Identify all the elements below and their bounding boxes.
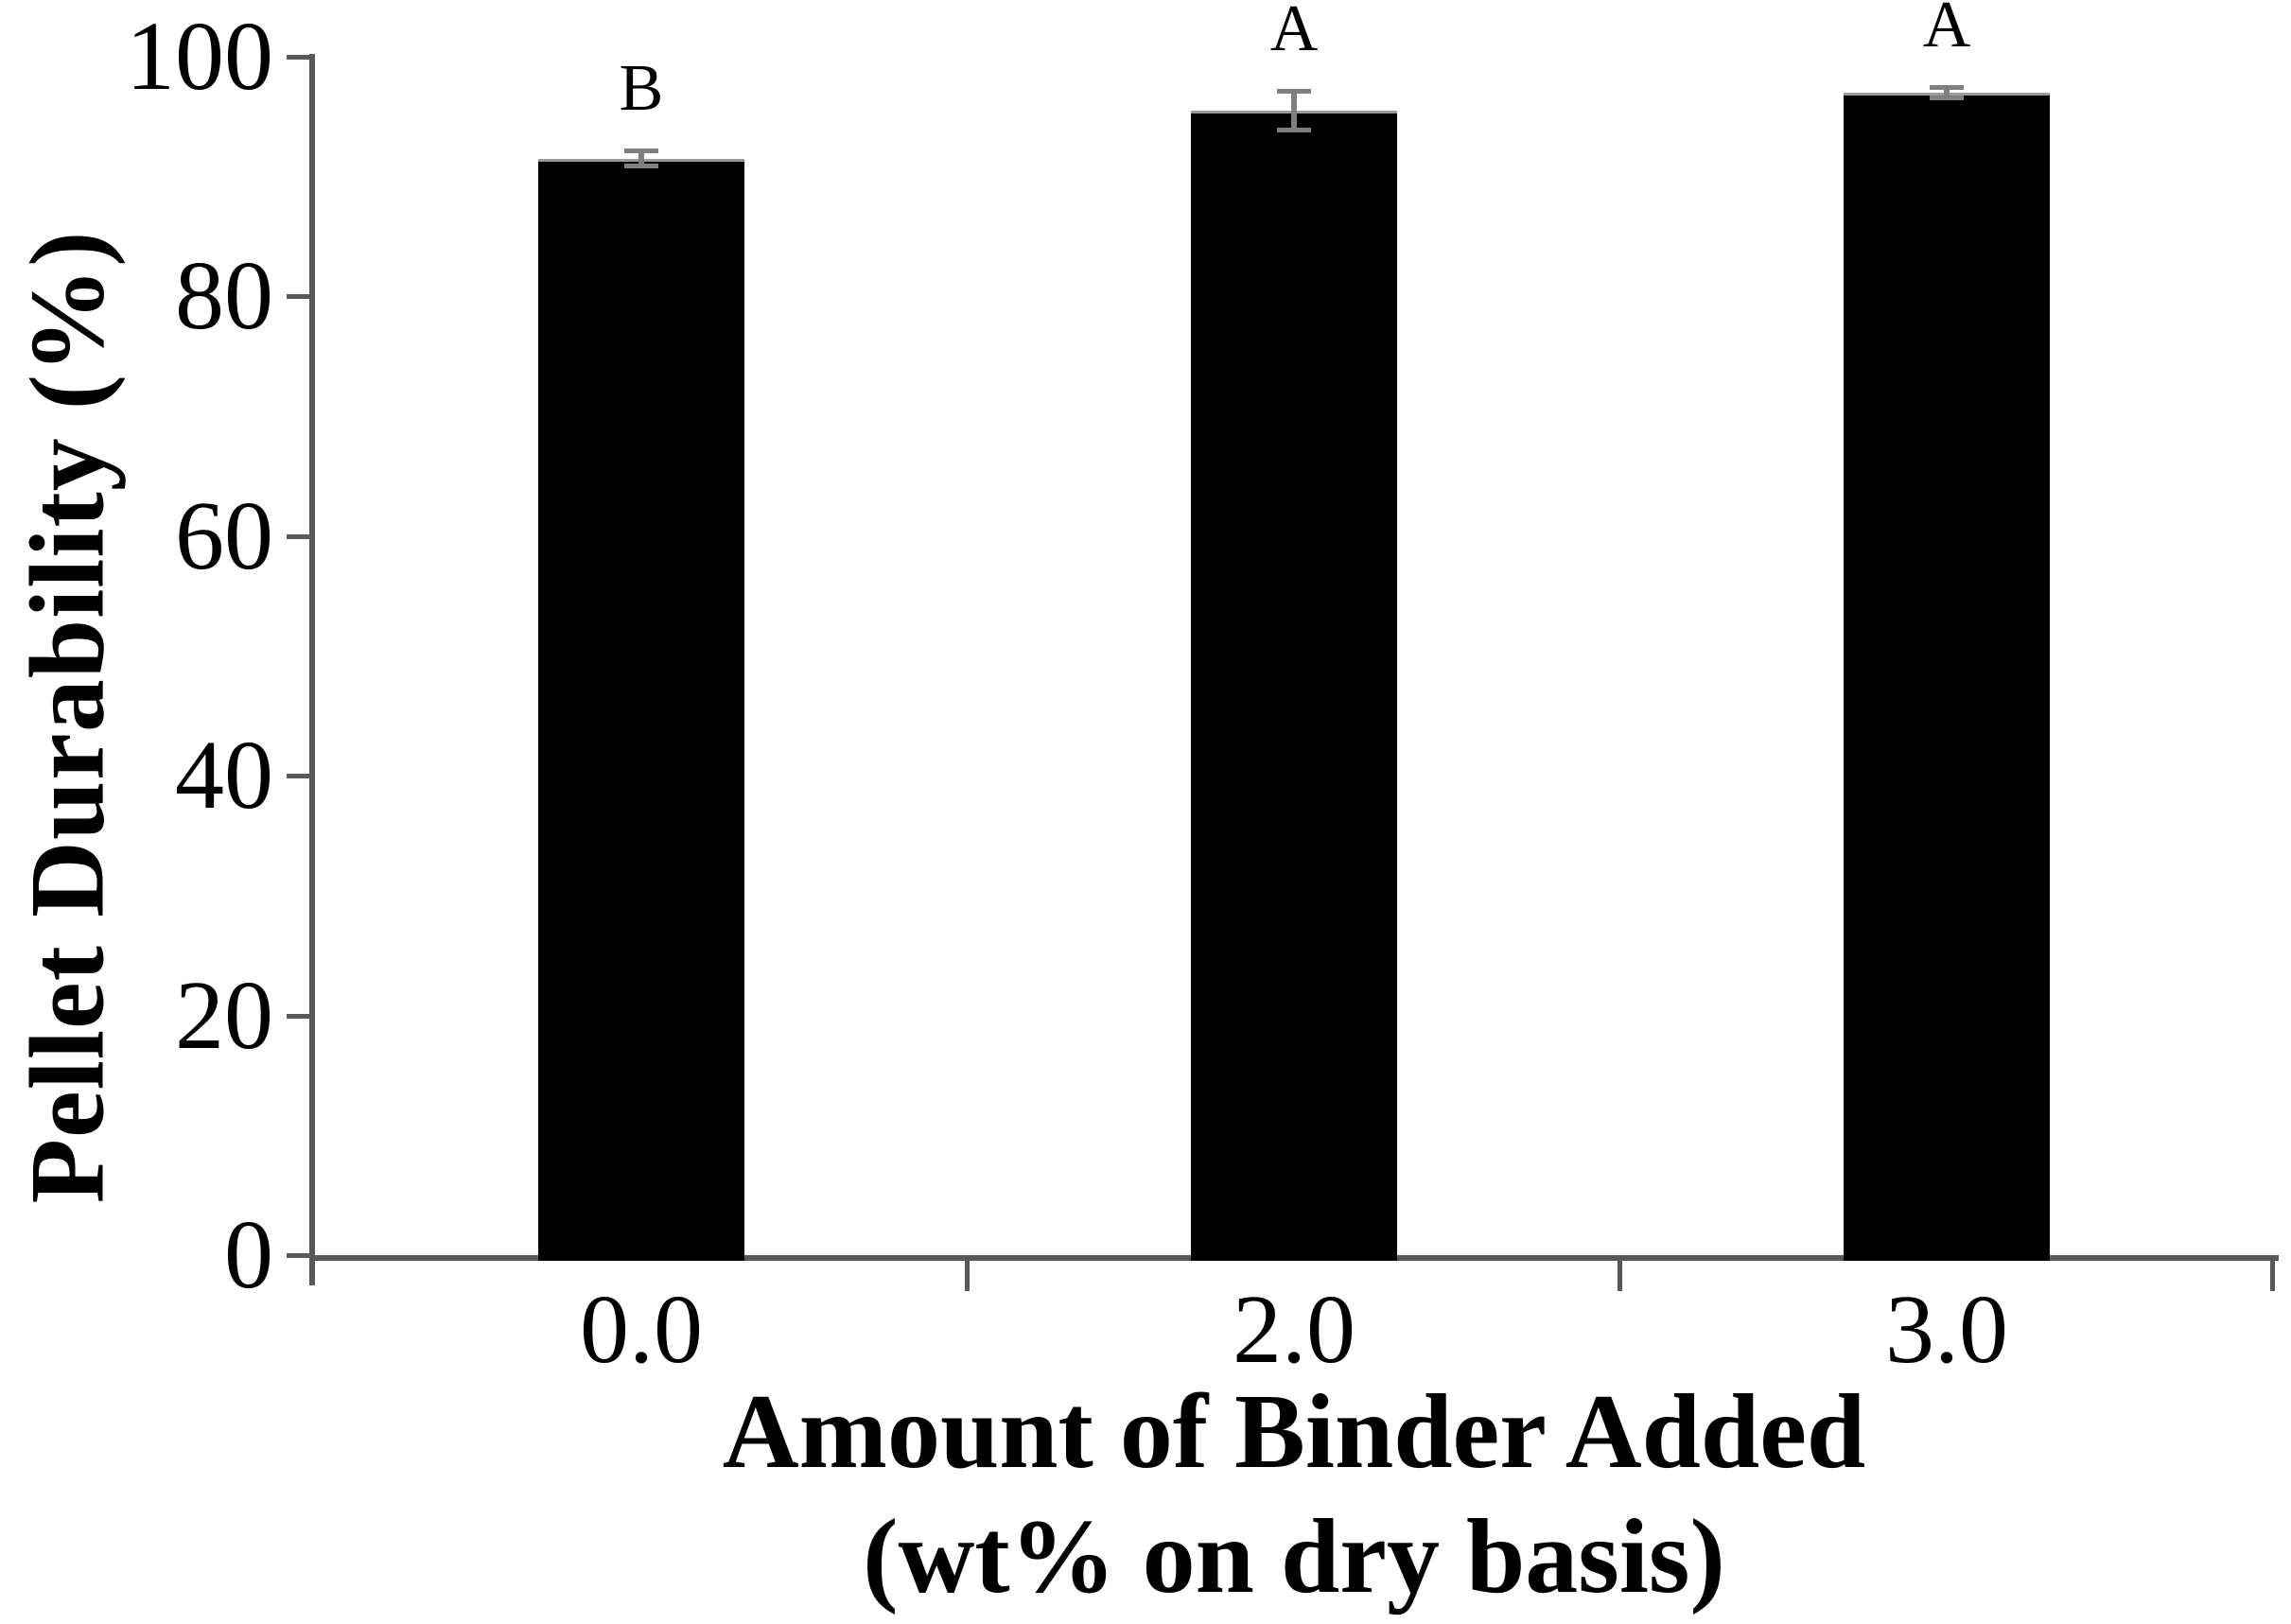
bar-significance-letter: B	[619, 52, 664, 126]
x-boundary-tick	[965, 1261, 970, 1291]
bar-significance-letter: A	[1269, 0, 1319, 66]
y-tick	[287, 294, 309, 300]
error-bar-bottom-cap	[1930, 95, 1964, 100]
error-bar	[638, 152, 644, 166]
x-boundary-tick	[1618, 1261, 1622, 1291]
error-bar-bottom-cap	[1277, 128, 1311, 133]
error-bar-top-cap	[1277, 89, 1311, 94]
bar-significance-letter: A	[1922, 0, 1971, 62]
x-category-label: 0.0	[580, 1275, 703, 1384]
error-bar	[1291, 93, 1297, 129]
x-axis-title-line1: Amount of Binder Added	[722, 1373, 1866, 1491]
error-bar-top-cap	[1930, 85, 1964, 91]
x-axis-title: Amount of Binder Added (wt% on dry basis…	[723, 1370, 1865, 1619]
y-tick-label: 60	[175, 480, 273, 590]
y-tick	[287, 1253, 309, 1258]
y-tick	[287, 533, 309, 539]
error-bar-top-cap	[624, 148, 658, 154]
y-tick-label: 40	[175, 721, 273, 830]
y-tick-label: 100	[126, 2, 273, 111]
x-boundary-tick	[2270, 1261, 2275, 1291]
error-bar-bottom-cap	[624, 164, 658, 169]
error-bar	[1944, 89, 1950, 96]
bar	[1844, 93, 2050, 1261]
x-category-label: 2.0	[1233, 1275, 1355, 1384]
x-category-label: 3.0	[1885, 1275, 2008, 1384]
y-tick-label: 0	[224, 1200, 273, 1309]
y-tick	[287, 55, 309, 60]
y-tick	[287, 774, 309, 779]
y-tick-label: 20	[175, 960, 273, 1070]
x-axis-title-line2: (wt% on dry basis)	[863, 1498, 1725, 1615]
bar	[538, 158, 744, 1261]
y-tick	[287, 1013, 309, 1019]
y-axis-line	[309, 54, 315, 1285]
bar	[1191, 111, 1397, 1261]
y-tick-label: 80	[175, 241, 273, 351]
